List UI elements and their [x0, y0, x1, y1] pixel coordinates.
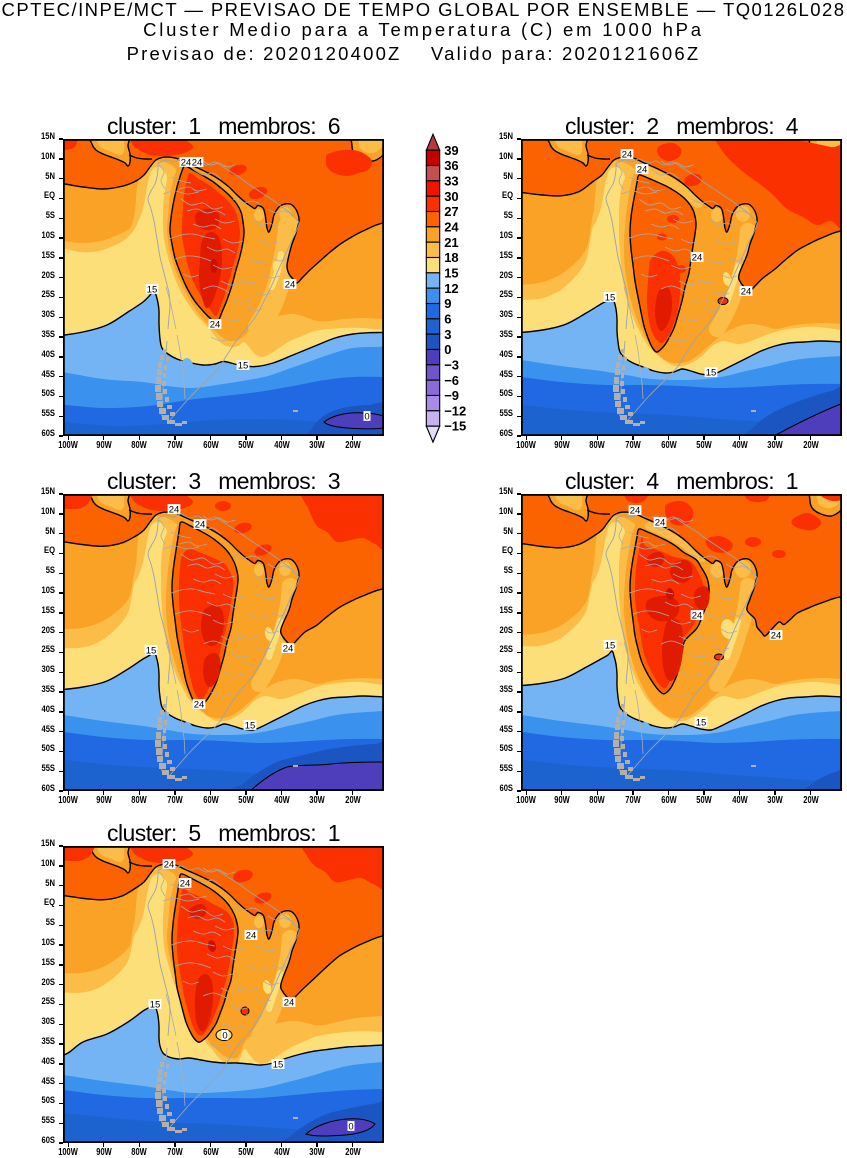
svg-text:27: 27: [444, 204, 458, 219]
svg-text:24: 24: [637, 164, 648, 175]
svg-text:−12: −12: [444, 403, 466, 418]
svg-text:3: 3: [444, 327, 451, 342]
svg-text:33: 33: [444, 173, 458, 188]
svg-text:30: 30: [444, 189, 458, 204]
svg-text:24: 24: [192, 157, 203, 168]
svg-text:24: 24: [630, 505, 641, 516]
svg-text:0: 0: [444, 342, 451, 357]
svg-text:15: 15: [238, 360, 249, 371]
svg-text:6: 6: [444, 311, 451, 326]
svg-text:15: 15: [605, 640, 616, 651]
svg-text:24: 24: [283, 643, 294, 654]
svg-text:12: 12: [444, 281, 458, 296]
svg-text:24: 24: [284, 997, 295, 1008]
svg-text:−15: −15: [444, 419, 466, 434]
svg-text:24: 24: [692, 610, 703, 621]
svg-text:15: 15: [605, 292, 616, 303]
svg-text:24: 24: [195, 519, 206, 530]
svg-text:15: 15: [245, 720, 256, 731]
svg-text:21: 21: [444, 235, 458, 250]
svg-text:9: 9: [444, 296, 451, 311]
svg-text:24: 24: [181, 157, 192, 168]
svg-text:0: 0: [222, 1030, 227, 1041]
svg-text:15: 15: [706, 367, 717, 378]
svg-text:24: 24: [622, 149, 633, 160]
svg-text:24: 24: [444, 219, 459, 234]
svg-text:15: 15: [696, 717, 707, 728]
svg-text:15: 15: [150, 999, 161, 1010]
svg-text:36: 36: [444, 158, 458, 173]
svg-text:24: 24: [771, 630, 782, 641]
svg-text:24: 24: [194, 699, 205, 710]
svg-text:15: 15: [146, 645, 157, 656]
svg-text:−3: −3: [444, 357, 459, 372]
svg-text:0: 0: [348, 1121, 353, 1132]
svg-text:24: 24: [169, 504, 180, 515]
svg-text:24: 24: [655, 517, 666, 528]
svg-text:39: 39: [444, 143, 458, 158]
svg-text:15: 15: [273, 1059, 284, 1070]
svg-text:−6: −6: [444, 373, 459, 388]
svg-text:24: 24: [692, 252, 703, 263]
svg-text:24: 24: [164, 859, 175, 870]
svg-text:24: 24: [180, 878, 191, 889]
svg-text:18: 18: [444, 250, 458, 265]
svg-text:0: 0: [364, 411, 369, 422]
svg-text:24: 24: [210, 319, 221, 330]
svg-text:24: 24: [246, 930, 257, 941]
svg-text:24: 24: [285, 279, 296, 290]
svg-text:15: 15: [444, 265, 458, 280]
svg-text:24: 24: [741, 286, 752, 297]
svg-text:15: 15: [147, 284, 158, 295]
svg-text:−9: −9: [444, 388, 459, 403]
